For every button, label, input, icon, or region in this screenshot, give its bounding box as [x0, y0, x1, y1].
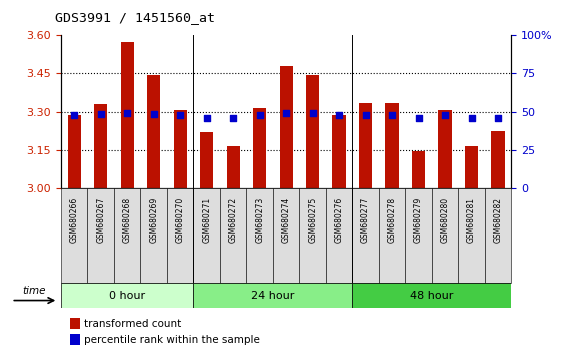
- Point: [388, 113, 397, 118]
- Bar: [306, 75, 319, 188]
- Bar: [94, 104, 107, 188]
- Text: GSM680272: GSM680272: [229, 197, 238, 243]
- Point: [361, 113, 370, 118]
- Text: GSM680266: GSM680266: [70, 197, 79, 244]
- FancyBboxPatch shape: [141, 188, 167, 283]
- Bar: [332, 115, 346, 188]
- FancyBboxPatch shape: [379, 188, 406, 283]
- Bar: [70, 334, 80, 346]
- FancyBboxPatch shape: [193, 283, 352, 308]
- Text: 48 hour: 48 hour: [410, 291, 454, 301]
- Point: [255, 113, 264, 118]
- FancyBboxPatch shape: [246, 188, 273, 283]
- FancyBboxPatch shape: [61, 188, 88, 283]
- Bar: [70, 318, 80, 329]
- FancyBboxPatch shape: [193, 188, 220, 283]
- FancyBboxPatch shape: [220, 188, 246, 283]
- Point: [414, 115, 423, 121]
- Point: [70, 113, 79, 118]
- Bar: [174, 110, 187, 188]
- Point: [493, 115, 503, 121]
- FancyBboxPatch shape: [61, 283, 193, 308]
- Text: GSM680267: GSM680267: [96, 197, 105, 244]
- FancyBboxPatch shape: [485, 188, 511, 283]
- Text: 0 hour: 0 hour: [109, 291, 145, 301]
- Text: GSM680269: GSM680269: [149, 197, 158, 244]
- Bar: [412, 151, 425, 188]
- Text: GSM680276: GSM680276: [335, 197, 343, 244]
- Text: GSM680274: GSM680274: [282, 197, 290, 244]
- Text: GSM680279: GSM680279: [414, 197, 423, 244]
- FancyBboxPatch shape: [299, 188, 326, 283]
- Point: [149, 111, 159, 117]
- Bar: [359, 103, 372, 188]
- Point: [175, 113, 185, 118]
- Text: GDS3991 / 1451560_at: GDS3991 / 1451560_at: [55, 11, 215, 24]
- Text: GSM680268: GSM680268: [123, 197, 132, 243]
- Bar: [227, 146, 240, 188]
- Point: [96, 111, 105, 117]
- Point: [202, 115, 211, 121]
- Bar: [385, 103, 399, 188]
- Point: [228, 115, 238, 121]
- Point: [440, 113, 450, 118]
- Text: GSM680278: GSM680278: [388, 197, 397, 243]
- Point: [335, 113, 344, 118]
- Point: [123, 110, 132, 116]
- FancyBboxPatch shape: [273, 188, 299, 283]
- Point: [467, 115, 476, 121]
- Bar: [253, 108, 266, 188]
- FancyBboxPatch shape: [458, 188, 485, 283]
- Point: [282, 110, 291, 116]
- Bar: [67, 115, 81, 188]
- Text: 24 hour: 24 hour: [251, 291, 295, 301]
- Text: transformed count: transformed count: [84, 319, 182, 329]
- Text: GSM680282: GSM680282: [493, 197, 503, 243]
- Text: percentile rank within the sample: percentile rank within the sample: [84, 335, 260, 345]
- FancyBboxPatch shape: [406, 188, 432, 283]
- Text: GSM680280: GSM680280: [440, 197, 450, 243]
- Bar: [200, 132, 213, 188]
- Bar: [492, 131, 505, 188]
- Bar: [279, 66, 293, 188]
- Text: GSM680270: GSM680270: [175, 197, 185, 244]
- Point: [308, 110, 317, 116]
- Text: GSM680281: GSM680281: [467, 197, 476, 243]
- FancyBboxPatch shape: [114, 188, 141, 283]
- Bar: [465, 146, 478, 188]
- Text: GSM680271: GSM680271: [202, 197, 211, 243]
- FancyBboxPatch shape: [432, 188, 458, 283]
- Text: GSM680275: GSM680275: [308, 197, 317, 244]
- Bar: [121, 42, 134, 188]
- FancyBboxPatch shape: [88, 188, 114, 283]
- FancyBboxPatch shape: [167, 188, 193, 283]
- Text: GSM680273: GSM680273: [255, 197, 264, 244]
- FancyBboxPatch shape: [352, 283, 511, 308]
- Bar: [439, 110, 451, 188]
- Text: GSM680277: GSM680277: [361, 197, 370, 244]
- Text: time: time: [22, 286, 46, 296]
- FancyBboxPatch shape: [326, 188, 352, 283]
- FancyBboxPatch shape: [352, 188, 379, 283]
- Bar: [147, 75, 160, 188]
